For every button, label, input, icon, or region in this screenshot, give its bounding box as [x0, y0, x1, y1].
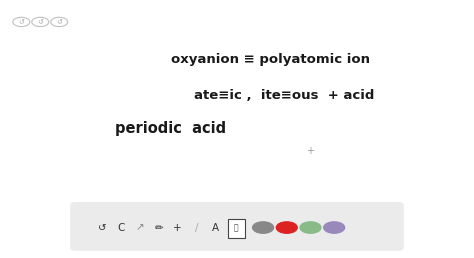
Text: +: + — [307, 146, 314, 156]
Text: periodic  acid: periodic acid — [115, 122, 226, 136]
FancyBboxPatch shape — [228, 219, 245, 238]
FancyBboxPatch shape — [70, 202, 404, 251]
Text: oxyanion ≡ polyatomic ion: oxyanion ≡ polyatomic ion — [171, 53, 370, 66]
Text: ↺: ↺ — [37, 19, 43, 25]
Circle shape — [253, 222, 273, 233]
Text: ↗: ↗ — [136, 223, 144, 232]
Circle shape — [324, 222, 345, 233]
Text: +: + — [173, 223, 182, 232]
Text: ✏: ✏ — [155, 223, 163, 232]
Text: /: / — [195, 223, 199, 232]
Text: ate≡ic ,  ite≡ous  + acid: ate≡ic , ite≡ous + acid — [194, 89, 374, 102]
Text: ↺: ↺ — [98, 223, 106, 232]
Text: ↺: ↺ — [56, 19, 62, 25]
Text: A: A — [212, 223, 219, 232]
Text: C: C — [117, 223, 125, 232]
Text: ↺: ↺ — [18, 19, 24, 25]
Circle shape — [300, 222, 321, 233]
Circle shape — [276, 222, 297, 233]
Text: ⛰: ⛰ — [234, 223, 238, 232]
